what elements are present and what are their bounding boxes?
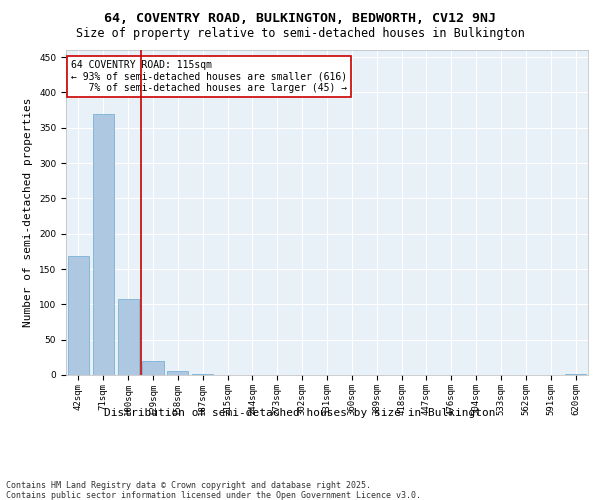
Text: 64, COVENTRY ROAD, BULKINGTON, BEDWORTH, CV12 9NJ: 64, COVENTRY ROAD, BULKINGTON, BEDWORTH,… bbox=[104, 12, 496, 24]
Bar bbox=[192, 374, 213, 375]
Bar bbox=[167, 372, 188, 375]
Bar bbox=[118, 300, 139, 375]
Bar bbox=[93, 114, 114, 375]
Y-axis label: Number of semi-detached properties: Number of semi-detached properties bbox=[23, 98, 34, 327]
Bar bbox=[142, 361, 164, 375]
Text: Size of property relative to semi-detached houses in Bulkington: Size of property relative to semi-detach… bbox=[76, 28, 524, 40]
Text: Distribution of semi-detached houses by size in Bulkington: Distribution of semi-detached houses by … bbox=[104, 408, 496, 418]
Bar bbox=[565, 374, 586, 375]
Text: Contains HM Land Registry data © Crown copyright and database right 2025.
Contai: Contains HM Land Registry data © Crown c… bbox=[6, 480, 421, 500]
Text: 64 COVENTRY ROAD: 115sqm
← 93% of semi-detached houses are smaller (616)
   7% o: 64 COVENTRY ROAD: 115sqm ← 93% of semi-d… bbox=[71, 60, 347, 93]
Bar bbox=[68, 256, 89, 375]
